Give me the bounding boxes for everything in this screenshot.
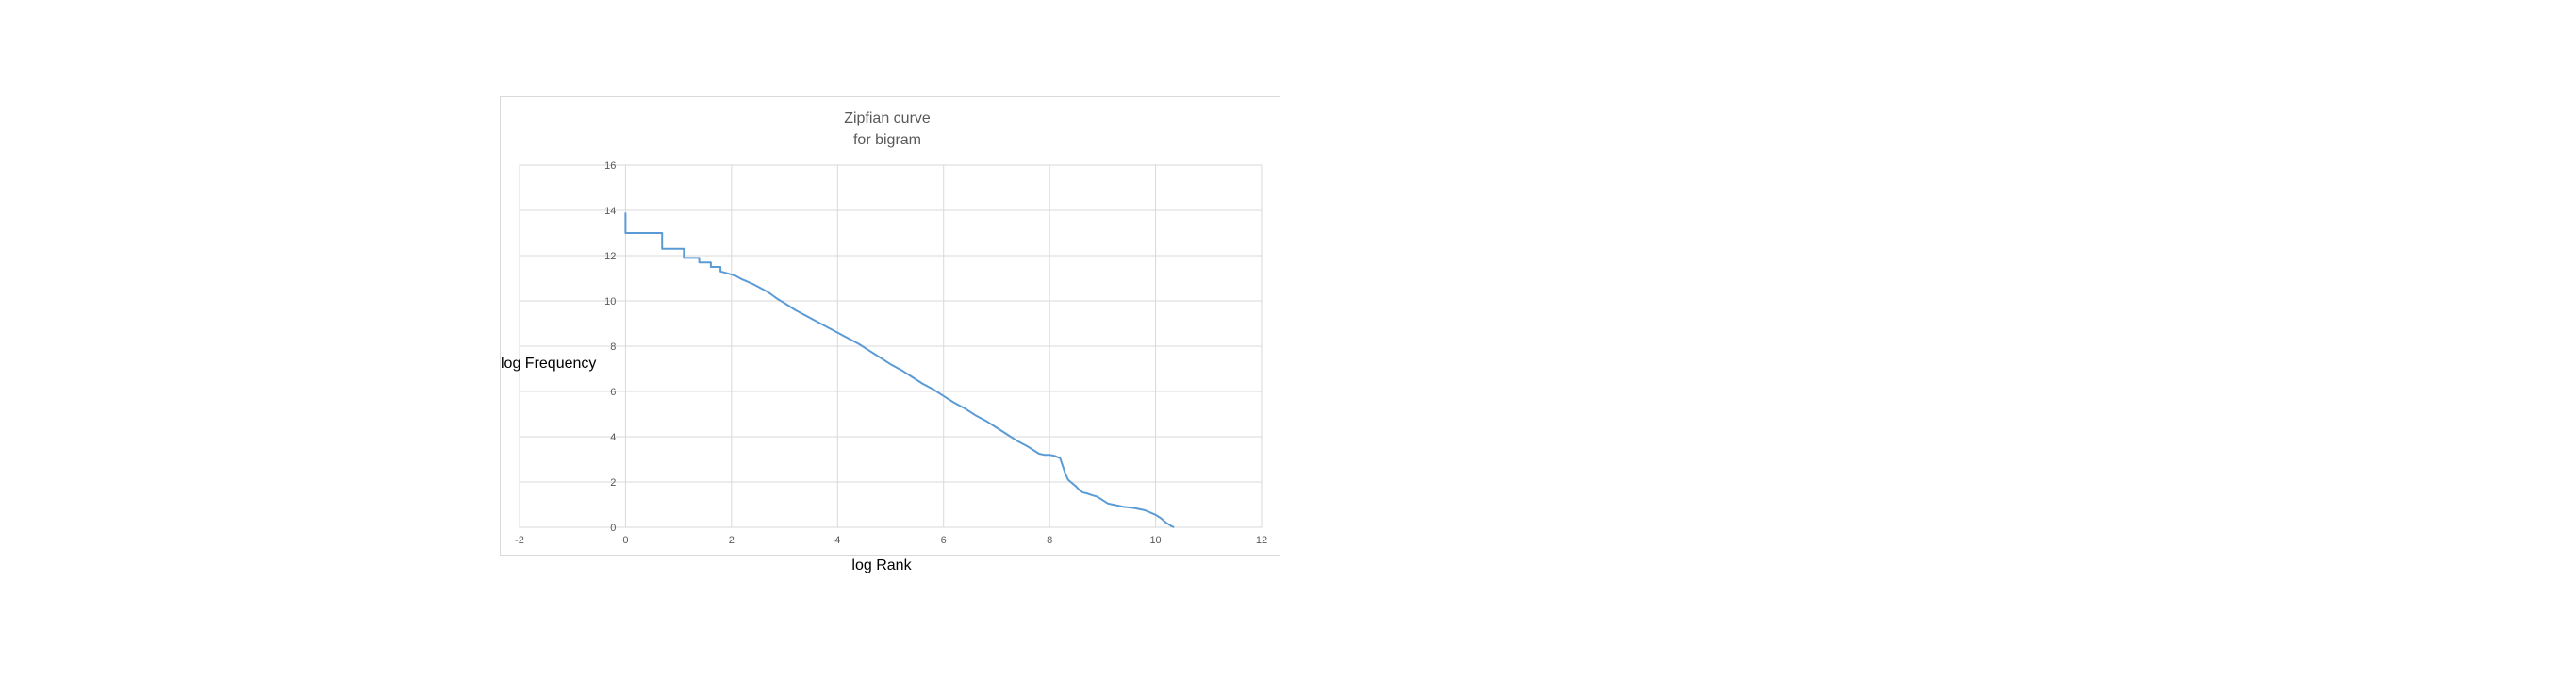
x-tick-label: 6: [941, 535, 947, 546]
series-layer: [624, 212, 1175, 528]
x-tick-label: 10: [1149, 535, 1161, 546]
y-tick-label: 8: [610, 341, 616, 353]
x-tick-label: 2: [729, 535, 735, 546]
zipf-chart: Zipfian curve for bigram -2 0 2 4 6 8 10 12 0 2 4 6…: [501, 110, 1267, 573]
chart-title-line-1: Zipfian curve: [844, 110, 931, 126]
y-axis-title: log Frequency: [501, 356, 596, 372]
tick-labels: -2 0 2 4 6 8 10 12 0 2 4 6 8 10 12 14 16: [515, 160, 1267, 546]
y-tick-label: 6: [610, 387, 616, 398]
x-tick-label: 12: [1256, 535, 1267, 546]
x-tick-label: 0: [622, 535, 628, 546]
x-tick-label: -2: [515, 535, 524, 546]
x-axis-title: log Rank: [851, 557, 912, 573]
chart-frame: Zipfian curve for bigram -2 0 2 4 6 8 10 12 0 2 4 6…: [500, 96, 1280, 573]
x-tick-label: 8: [1047, 535, 1052, 546]
y-tick-label: 12: [604, 251, 616, 262]
y-tick-label: 14: [604, 206, 616, 217]
y-tick-label: 4: [610, 432, 616, 443]
y-tick-label: 2: [610, 477, 616, 489]
y-tick-label: 16: [604, 160, 616, 172]
y-tick-label: 0: [610, 523, 616, 534]
x-tick-label: 4: [834, 535, 840, 546]
y-tick-label: 10: [604, 296, 616, 307]
gridlines: [519, 164, 1263, 528]
series-line-1: [624, 212, 1175, 528]
chart-title-line-2: for bigram: [853, 132, 921, 148]
